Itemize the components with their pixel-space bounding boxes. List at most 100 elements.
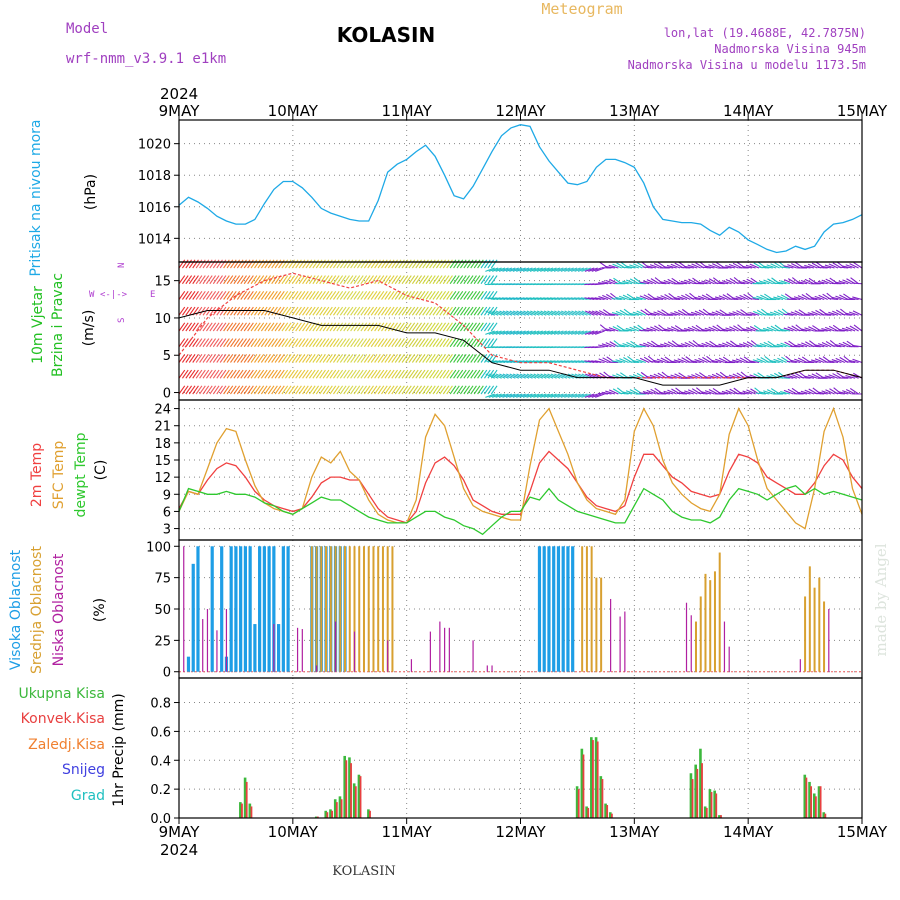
wind-barb [332, 353, 340, 363]
wind-barb [425, 385, 433, 395]
high_cloud-bar [210, 546, 214, 672]
high_cloud-bar [547, 546, 551, 672]
high_cloud-bar [258, 546, 262, 672]
wind-barb [411, 290, 419, 300]
wind-barb [446, 275, 453, 285]
wind-barb [663, 390, 674, 395]
wind-barb [473, 353, 481, 363]
wind-barb [226, 275, 234, 285]
wind-barb [209, 385, 217, 395]
wind-barb [308, 385, 316, 395]
mid_cloud-bar [329, 546, 332, 672]
wind-barb [728, 374, 739, 379]
wind-barb [484, 322, 491, 332]
wind-barb [209, 369, 217, 379]
mid_cloud-bar [804, 596, 807, 672]
wind-barb [787, 374, 797, 379]
wind-barb [742, 390, 753, 395]
wind-barb [824, 312, 835, 316]
wind-barb [216, 369, 223, 379]
dewpt-series-label: dewpt Temp [73, 432, 89, 517]
wind-barb [408, 259, 416, 269]
wind-barb [787, 326, 798, 332]
wind-barb [722, 342, 732, 348]
wind-barb [236, 290, 244, 300]
wind-barb [519, 297, 530, 301]
wind-barb [735, 296, 746, 301]
wind-barb [660, 295, 671, 301]
wind-barb [405, 353, 412, 363]
wind-barb [625, 390, 636, 395]
wind-barb [797, 357, 808, 363]
wind-barb [509, 393, 519, 398]
wind-barb [422, 259, 429, 269]
wind-barb [236, 259, 244, 269]
wind-barb [480, 290, 488, 300]
wind-barb [199, 338, 206, 348]
wind-barb [192, 338, 199, 348]
wind-barb [667, 278, 677, 285]
wind-barb [463, 275, 471, 285]
wind-barb [759, 329, 770, 332]
wind-barb [343, 338, 350, 348]
wind-barb [370, 385, 378, 395]
high_cloud-bar [556, 546, 561, 672]
wind-barb [560, 373, 571, 379]
wind-barb [532, 297, 543, 301]
wind-barb [418, 322, 426, 332]
wind-barb [257, 353, 265, 363]
wind-barb [377, 338, 385, 348]
wind-barb [505, 297, 516, 301]
wind-barb [747, 292, 756, 300]
wind-barb [680, 266, 691, 269]
wind-barb [742, 265, 753, 269]
wind-barb [394, 259, 402, 269]
wind-barb [295, 338, 302, 348]
high_cloud-bar [239, 546, 243, 672]
total_precip-bar [803, 774, 807, 818]
footer-station: KOLASIN [332, 864, 395, 879]
wind-barb [690, 297, 701, 301]
wind-barb [336, 353, 344, 363]
wind-barb [786, 312, 797, 316]
high_cloud-bar [272, 546, 276, 672]
wind-barb [367, 338, 374, 348]
wind-barb [181, 306, 189, 316]
wind-barb [794, 310, 804, 316]
wind-barb [278, 369, 285, 379]
low_cloud-bar [225, 609, 228, 672]
wind-barb [834, 392, 845, 395]
wind-barb [625, 314, 636, 316]
wind-barb [425, 259, 433, 269]
wind-barb [814, 281, 825, 285]
total_precip-bar [333, 799, 337, 818]
total_precip-bar [718, 815, 721, 818]
wind-barb [516, 330, 526, 335]
wind-barb [429, 322, 436, 332]
wind-barb [226, 385, 234, 395]
wind-barb [206, 290, 213, 300]
wind-barb [807, 312, 818, 316]
wind-barb [315, 259, 323, 269]
wind-barb [821, 342, 832, 348]
wind-barb [199, 259, 206, 269]
wind-barb [642, 266, 653, 269]
wind-barb [759, 266, 770, 269]
wind-barb [466, 338, 474, 348]
wind-barb [439, 369, 447, 379]
wind-barb [308, 338, 316, 348]
wind-barb [181, 338, 189, 348]
wind-barb [642, 328, 653, 332]
wind-barb [615, 359, 626, 364]
low_cloud-bar [728, 646, 730, 672]
wind-barb [690, 360, 701, 364]
wind-barb [473, 338, 481, 348]
wind-barb [411, 338, 419, 348]
wind-barb [339, 306, 347, 316]
wind-barb [226, 353, 234, 363]
wind-barb [199, 306, 206, 316]
y-tick-label: 0.4 [150, 754, 171, 769]
wind-barb [185, 385, 193, 395]
wind-barb [319, 322, 326, 332]
wind-barb [766, 389, 777, 395]
